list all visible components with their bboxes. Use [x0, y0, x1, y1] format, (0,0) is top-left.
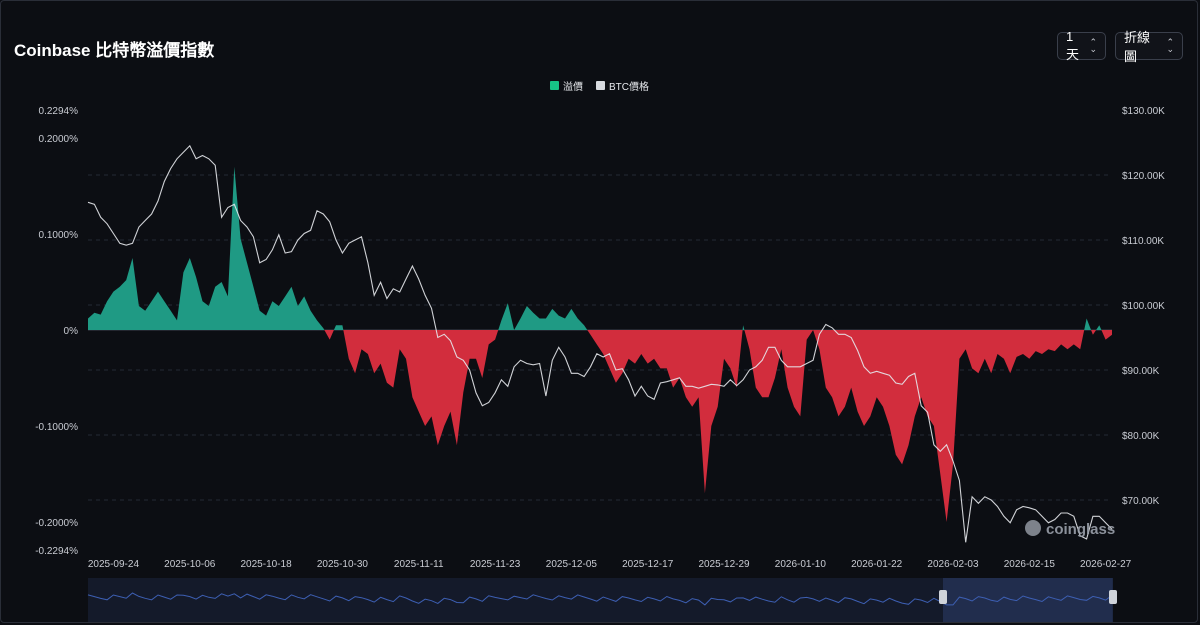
chart-type-select-label: 折線圖: [1124, 30, 1151, 64]
left-tick-label: 0.2294%: [39, 106, 79, 117]
navigator-handle[interactable]: [1109, 590, 1117, 604]
x-tick-label: 2026-01-10: [775, 559, 827, 570]
premium-area-negative: [88, 330, 1112, 522]
premium-areas: [88, 166, 1112, 522]
right-tick-label: $110.00K: [1122, 236, 1164, 247]
x-tick-label: 2026-02-03: [927, 559, 979, 570]
right-axis-labels: $130.00K $120.00K $110.00K $100.00K $90.00K $…: [1122, 106, 1165, 507]
period-select-label: 1天: [1066, 29, 1080, 62]
btc-price-line: [87, 144, 1113, 543]
left-tick-label: -0.2294%: [35, 546, 78, 557]
right-tick-label: $130.00K: [1122, 106, 1165, 117]
left-tick-label: 0.2000%: [39, 134, 79, 145]
legend-label: 溢價: [563, 80, 583, 93]
navigator-handle[interactable]: [939, 590, 947, 604]
right-tick-label: $80.00K: [1122, 431, 1160, 442]
legend-swatch: [596, 81, 605, 90]
x-tick-label: 2025-11-23: [470, 559, 521, 570]
x-tick-label: 2025-10-06: [164, 559, 216, 570]
premium-area-positive: [88, 166, 1112, 330]
legend-label: BTC價格: [609, 80, 649, 93]
left-tick-label: -0.2000%: [35, 518, 78, 529]
page-title: Coinbase 比特幣溢價指數: [14, 41, 215, 60]
right-tick-label: $100.00K: [1122, 301, 1165, 312]
right-tick-label: $90.00K: [1122, 366, 1160, 377]
right-tick-label: $70.00K: [1122, 496, 1160, 507]
btc-price-series: [87, 144, 1113, 543]
x-tick-label: 2025-11-11: [394, 559, 444, 570]
right-tick-label: $120.00K: [1122, 171, 1165, 182]
left-tick-label: 0%: [64, 326, 79, 337]
period-select[interactable]: 1天 ⌃ ⌄: [1057, 29, 1106, 62]
chevron-updown-icon: ⌃ ⌄: [1089, 37, 1097, 54]
watermark: coinglass: [1025, 520, 1115, 538]
coinglass-logo-icon: [1025, 520, 1041, 536]
x-tick-label: 2025-12-05: [546, 559, 598, 570]
x-tick-label: 2025-09-24: [88, 559, 140, 570]
x-tick-label: 2025-12-17: [622, 559, 674, 570]
left-tick-label: -0.1000%: [35, 422, 78, 433]
left-tick-label: 0.1000%: [39, 230, 79, 241]
chevron-updown-icon: ⌃ ⌄: [1166, 37, 1174, 54]
x-axis-labels: 2025-09-24 2025-10-06 2025-10-18 2025-10-30…: [88, 559, 1132, 570]
x-tick-label: 2026-01-22: [851, 559, 903, 570]
range-navigator: [87, 578, 1117, 622]
x-tick-label: 2026-02-27: [1080, 559, 1132, 570]
x-tick-label: 2025-10-30: [317, 559, 369, 570]
x-tick-label: 2025-12-29: [698, 559, 750, 570]
left-axis-labels: 0.2294% 0.2000% 0.1000% 0% -0.1000% -0.2000% -…: [35, 106, 78, 557]
watermark-text: coinglass: [1046, 521, 1115, 538]
legend-swatch: [550, 81, 559, 90]
x-tick-label: 2025-10-18: [241, 559, 293, 570]
legend: 溢價 BTC價格: [550, 80, 649, 93]
x-tick-label: 2026-02-15: [1004, 559, 1056, 570]
chart-type-select[interactable]: 折線圖 ⌃ ⌄: [1115, 30, 1183, 64]
